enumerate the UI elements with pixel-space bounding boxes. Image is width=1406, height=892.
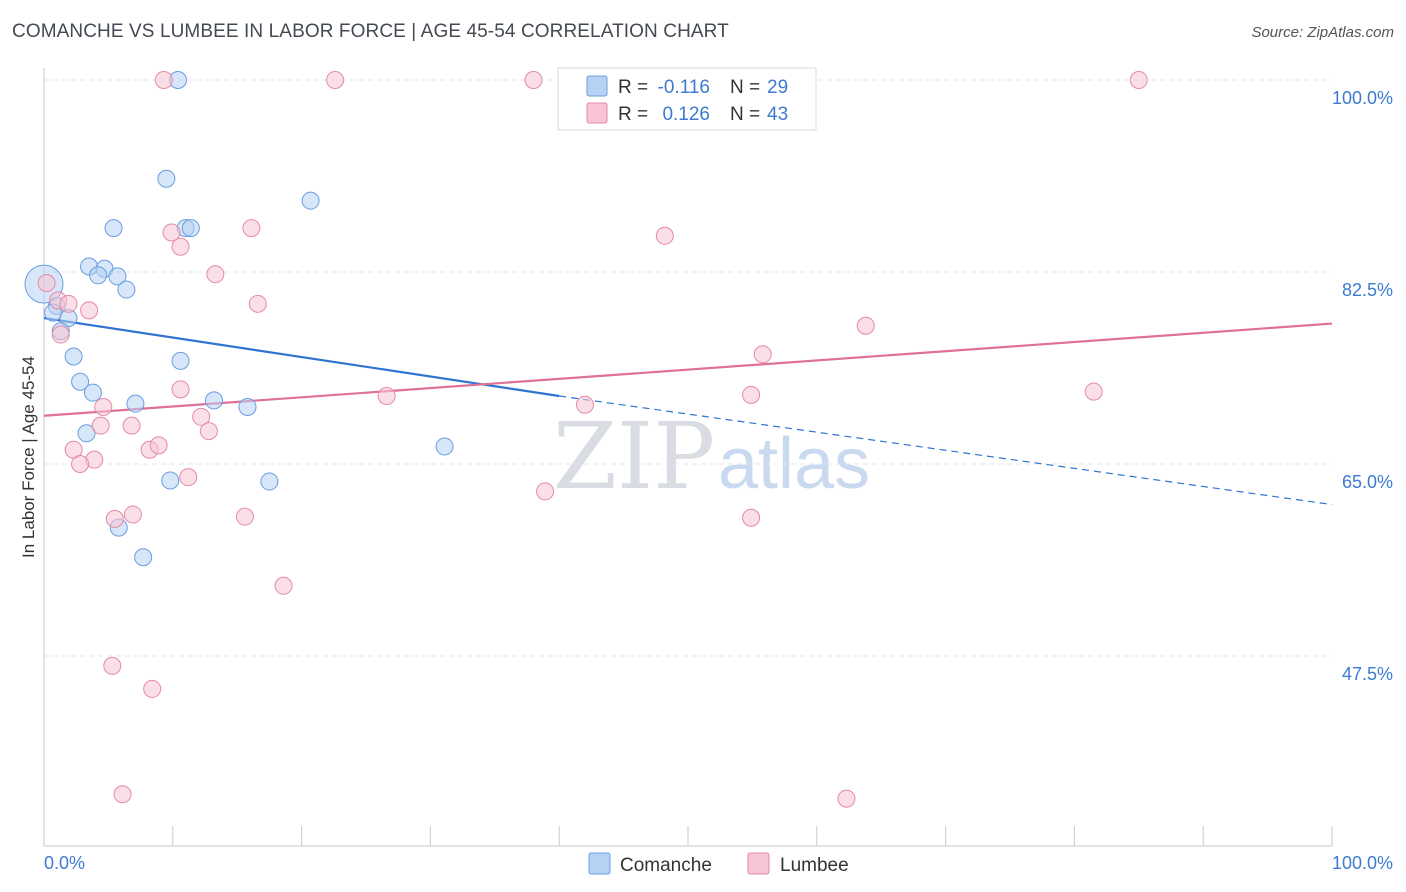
comanche-point: [435, 437, 454, 456]
y-tick-label: 82.5%: [1342, 280, 1393, 300]
comanche-trend-extension: [559, 395, 1333, 506]
lumbee-point: [837, 789, 856, 808]
lumbee-point: [274, 576, 293, 595]
lumbee-n-label: N =: [730, 104, 760, 125]
lumbee-point: [105, 509, 124, 528]
lumbee-point: [171, 380, 190, 399]
lumbee-point: [575, 395, 594, 414]
lumbee-point: [199, 422, 218, 441]
lumbee-point: [80, 301, 99, 320]
lumbee-swatch: [586, 102, 608, 124]
lumbee-r-label: R =: [618, 104, 648, 125]
lumbee-point: [94, 397, 113, 416]
comanche-point: [161, 471, 180, 490]
comanche-point: [104, 219, 123, 238]
lumbee-point: [1129, 71, 1148, 89]
comanche-point: [64, 347, 83, 366]
chart-title: COMANCHE VS LUMBEE IN LABOR FORCE | AGE …: [12, 21, 729, 42]
x-tick-label-min: 0.0%: [44, 853, 85, 873]
lumbee-point: [171, 237, 190, 256]
lumbee-point: [103, 656, 122, 675]
comanche-point: [83, 383, 102, 402]
legend-lumbee-label: Lumbee: [780, 855, 849, 876]
lumbee-point: [149, 436, 168, 455]
lumbee-point: [71, 455, 90, 473]
lumbee-point: [524, 71, 543, 89]
watermark: ZIP atlas: [553, 403, 870, 510]
comanche-point: [157, 169, 176, 188]
lumbee-point: [122, 416, 141, 435]
data-points: [24, 71, 1148, 808]
x-tick-label-max: 100.0%: [1332, 853, 1393, 873]
lumbee-point: [742, 385, 761, 404]
lumbee-r-value: 0.126: [662, 104, 710, 125]
lumbee-point: [192, 407, 211, 426]
lumbee-point: [655, 226, 674, 245]
lumbee-point: [742, 508, 761, 527]
comanche-point: [134, 548, 153, 567]
y-tick-label: 47.5%: [1342, 664, 1393, 684]
comanche-n-value: 29: [767, 77, 788, 98]
x-axis-ticks: [172, 826, 1333, 846]
lumbee-point: [206, 265, 225, 284]
watermark-zip: ZIP: [553, 403, 715, 510]
lumbee-point: [1084, 382, 1103, 401]
comanche-point: [71, 372, 90, 391]
comanche-point: [301, 191, 320, 210]
lumbee-point: [51, 325, 70, 344]
lumbee-point: [143, 679, 162, 698]
legend-comanche-label: Comanche: [620, 855, 712, 876]
lumbee-n-value: 43: [767, 104, 788, 125]
comanche-r-value: -0.116: [658, 77, 710, 98]
trend-lines: [43, 316, 1333, 506]
y-tick-label: 65.0%: [1342, 472, 1393, 492]
lumbee-point: [326, 71, 345, 89]
comanche-n-label: N =: [730, 77, 760, 98]
lumbee-point: [37, 273, 56, 292]
lumbee-point: [59, 294, 78, 313]
lumbee-trend-line: [43, 322, 1333, 417]
lumbee-point: [235, 507, 254, 526]
comanche-r-label: R =: [618, 77, 648, 98]
gridlines: [44, 79, 1332, 657]
lumbee-point: [753, 345, 772, 364]
lumbee-point: [248, 294, 267, 313]
lumbee-point: [179, 468, 198, 487]
lumbee-point: [113, 785, 132, 804]
lumbee-point: [154, 71, 173, 89]
lumbee-point: [123, 505, 142, 524]
comanche-point: [77, 424, 96, 443]
lumbee-point: [242, 219, 261, 238]
lumbee-point: [91, 416, 110, 435]
comanche-swatch: [586, 75, 608, 97]
lumbee-point: [856, 316, 875, 335]
source-label: Source: ZipAtlas.com: [1251, 24, 1394, 41]
series-legend: Comanche Lumbee: [588, 852, 849, 876]
comanche-point: [117, 280, 136, 299]
comanche-point: [108, 267, 127, 286]
y-axis-title: In Labor Force | Age 45-54: [19, 356, 38, 558]
comanche-point: [238, 397, 257, 416]
stats-legend: R = -0.116 N = 29 R = 0.126 N = 43: [557, 67, 817, 131]
comanche-point: [205, 391, 224, 410]
comanche-point: [171, 351, 190, 370]
legend-comanche-swatch: [588, 852, 611, 875]
lumbee-point: [162, 223, 181, 242]
comanche-point: [126, 394, 145, 413]
comanche-point: [181, 219, 200, 238]
lumbee-point: [536, 482, 555, 501]
comanche-point: [89, 266, 108, 285]
y-tick-labels: 100.0% 82.5% 65.0% 47.5%: [1332, 88, 1393, 684]
lumbee-point: [377, 386, 396, 405]
comanche-point: [260, 472, 279, 491]
comanche-trend-line: [43, 316, 560, 398]
y-tick-label: 100.0%: [1332, 88, 1393, 108]
legend-lumbee-swatch: [747, 852, 770, 875]
